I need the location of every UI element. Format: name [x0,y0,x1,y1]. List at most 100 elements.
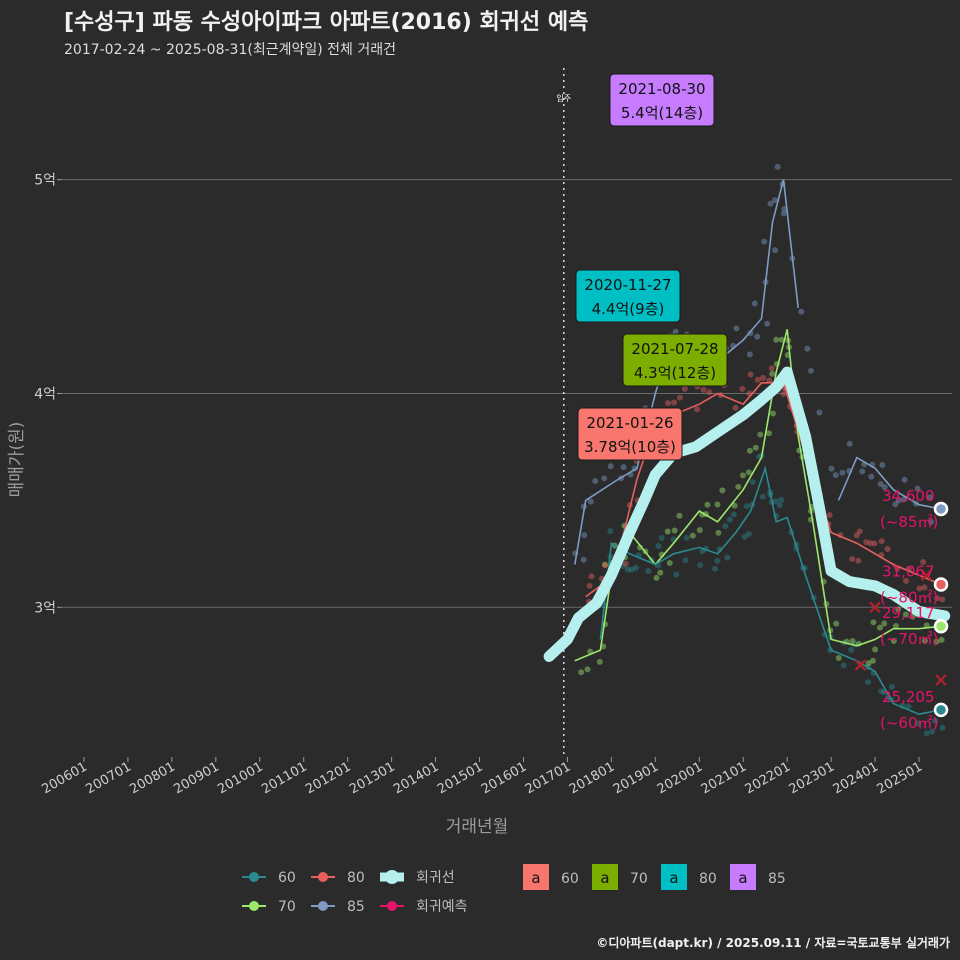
legend-box-glyph: a [600,869,609,887]
end-marker-s70 [933,618,949,634]
transaction-dot [879,461,886,468]
transaction-dot [804,345,811,352]
transaction-dot [633,564,640,571]
transaction-dot [902,611,909,618]
transaction-dot [694,406,701,413]
chart-title: [수성구] 파동 수성아이파크 아파트(2016) 회귀선 예측 [64,10,589,35]
transaction-dot [863,539,870,546]
transaction-dot [929,728,936,735]
transaction-dot [601,475,608,482]
transaction-dot [798,308,805,315]
transaction-dot [848,646,855,653]
legend-box-swatch [730,864,756,890]
legend-label: 80 [347,870,365,886]
legend-box-swatch [592,864,618,890]
callout-price: 3.78억(10층) [584,438,676,456]
transaction-dot [892,623,899,630]
transaction-dot [700,386,707,393]
forecast-marker [869,601,881,614]
callout-callout80: 2020-11-27 4.4억(9층) [575,269,681,323]
transaction-dot [739,385,746,392]
transaction-dot [730,511,737,518]
transaction-dot [895,497,902,504]
transaction-dot [772,247,779,254]
legend-swatch-dot [249,872,259,882]
y-tick-label: 5억 [34,173,56,189]
transaction-dot [927,494,934,501]
end-area-label: (~60㎡) [880,714,938,732]
callout-price: 5.4억(14층) [621,104,703,122]
x-tick-label: 201301 [347,759,397,797]
forecast-marker [935,674,947,686]
transaction-dot [683,534,690,541]
end-marker-s60 [933,702,949,718]
transaction-dot [714,501,721,508]
transaction-dot [673,571,680,578]
legend-item-회귀선: 회귀선 [380,870,455,886]
forecast-marker [920,569,933,582]
transaction-dot [665,400,672,407]
transaction-dot [715,529,722,536]
transaction-dot [916,585,923,592]
end-value-label: 31,067 [882,562,935,580]
legend-swatch-dot [318,872,328,882]
callout-callout85: 2021-08-30 5.4억(14층) [609,73,715,127]
legend-swatch-dot [387,901,397,911]
legend-label: 70 [278,899,296,915]
legend-box-item-80: a 80 [661,864,717,890]
transaction-dot [870,619,877,626]
legend-swatch-dot [385,870,399,884]
transaction-dot [832,472,839,479]
transaction-dot [864,679,871,686]
transaction-dot [706,389,713,396]
transaction-dot [859,468,866,475]
end-marker-s85 [933,501,949,517]
transaction-dot [596,658,603,665]
transaction-dot [578,669,585,676]
transaction-dot [587,498,594,505]
y-axis-title: 매매가(원) [7,422,27,498]
transaction-dot [780,210,787,217]
x-tick-label: 200801 [127,759,177,797]
end-area-label: (~85㎡) [880,513,938,531]
x-tick-label: 202301 [787,759,837,797]
x-tick-label: 201901 [611,759,661,797]
transaction-dot [704,501,711,508]
transaction-dot [745,531,752,538]
transaction-dot [849,555,856,562]
transaction-dot [749,479,756,486]
transaction-dot [892,501,899,508]
transaction-dot [878,688,885,695]
transaction-dot [739,472,746,479]
callout-box [575,269,681,323]
transaction-dot [622,560,629,567]
x-tick-label: 201801 [567,759,617,797]
transaction-dot [746,447,753,454]
transaction-dot [732,404,739,411]
transaction-dot [754,376,761,383]
transaction-dot [865,660,872,667]
legend-box-swatch [523,864,549,890]
transaction-dot [733,325,740,332]
transaction-dot [754,333,761,340]
legend-box-glyph: a [669,869,678,887]
x-tick-label: 200901 [171,759,221,797]
transaction-dot [714,557,721,564]
x-axis-title: 거래년월 [446,817,509,837]
legend-box-label: 70 [630,871,648,887]
x-tick-label: 201001 [215,759,265,797]
legend-label: 60 [278,870,296,886]
legend-box-item-70: a 70 [592,864,648,890]
transaction-dot [890,638,897,645]
y-tick-label: 4억 [34,386,56,402]
callout-callout60: 2021-01-26 3.78억(10층) [577,407,683,461]
transaction-dot [923,730,930,737]
x-tick-label: 202101 [699,759,749,797]
transaction-dot [835,654,842,661]
callout-price: 4.3억(12층) [634,364,716,382]
transaction-dot [807,367,814,374]
transaction-dot [901,476,908,483]
transaction-dot [637,544,644,551]
transaction-dot [776,502,783,509]
transaction-dot [932,717,939,724]
